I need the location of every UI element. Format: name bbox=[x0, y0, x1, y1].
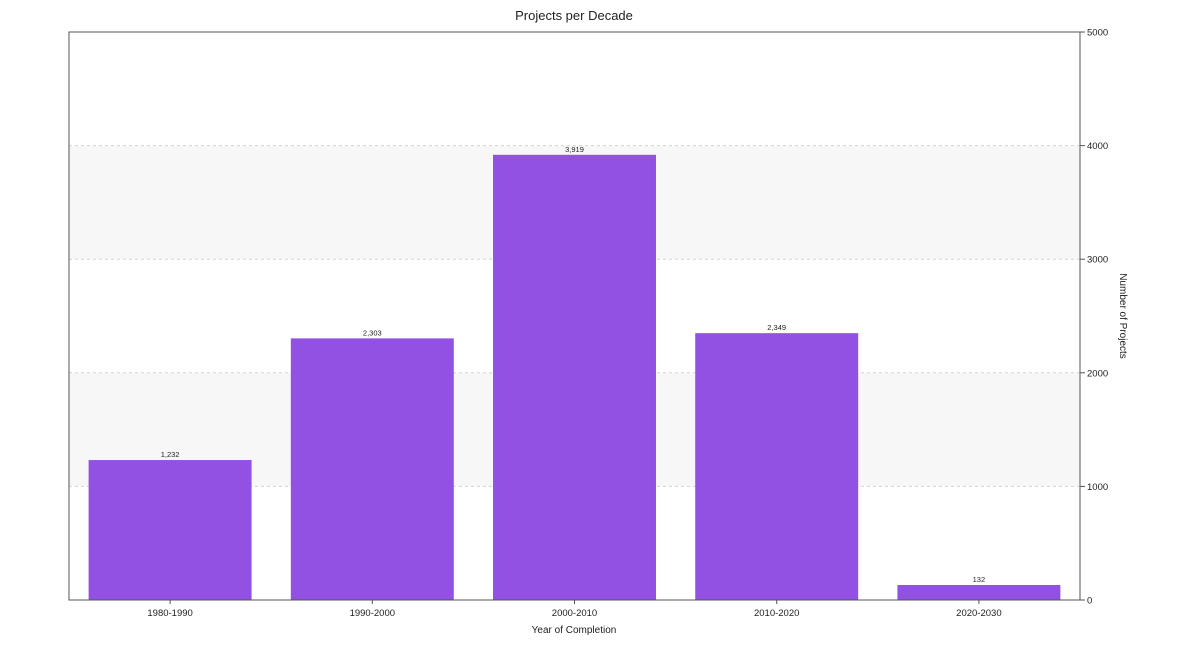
y-tick-label: 1000 bbox=[1087, 482, 1108, 493]
data-labels: 1,232 2,303 3,919 2,349 132 bbox=[161, 145, 985, 584]
y-axis-ticks: 0 1000 2000 3000 4000 5000 bbox=[1080, 28, 1108, 607]
y-tick-label: 4000 bbox=[1087, 141, 1108, 152]
data-label: 2,349 bbox=[767, 323, 786, 332]
y-tick-label: 0 bbox=[1087, 596, 1092, 607]
chart-title: Projects per Decade bbox=[515, 8, 633, 23]
bar bbox=[695, 333, 859, 600]
x-axis-label: Year of Completion bbox=[532, 625, 617, 636]
data-label: 132 bbox=[973, 575, 986, 584]
data-label: 3,919 bbox=[565, 145, 584, 154]
x-tick-label: 2010-2020 bbox=[754, 608, 799, 619]
bar bbox=[290, 338, 454, 600]
y-tick-label: 5000 bbox=[1087, 28, 1108, 39]
data-label: 1,232 bbox=[161, 450, 180, 459]
x-tick-label: 1980-1990 bbox=[147, 608, 192, 619]
bars bbox=[88, 154, 1061, 600]
y-tick-label: 3000 bbox=[1087, 255, 1108, 266]
y-axis-label: Number of Projects bbox=[1117, 273, 1128, 359]
data-label: 2,303 bbox=[363, 328, 382, 337]
x-tick-label: 2000-2010 bbox=[552, 608, 597, 619]
bar bbox=[493, 154, 656, 600]
x-tick-label: 1990-2000 bbox=[350, 608, 395, 619]
x-axis-ticks: 1980-1990 1990-2000 2000-2010 2010-2020 2020… bbox=[147, 600, 1002, 619]
bar bbox=[88, 460, 252, 600]
bar bbox=[897, 585, 1061, 600]
y-tick-label: 2000 bbox=[1087, 368, 1108, 379]
x-tick-label: 2020-2030 bbox=[956, 608, 1001, 619]
